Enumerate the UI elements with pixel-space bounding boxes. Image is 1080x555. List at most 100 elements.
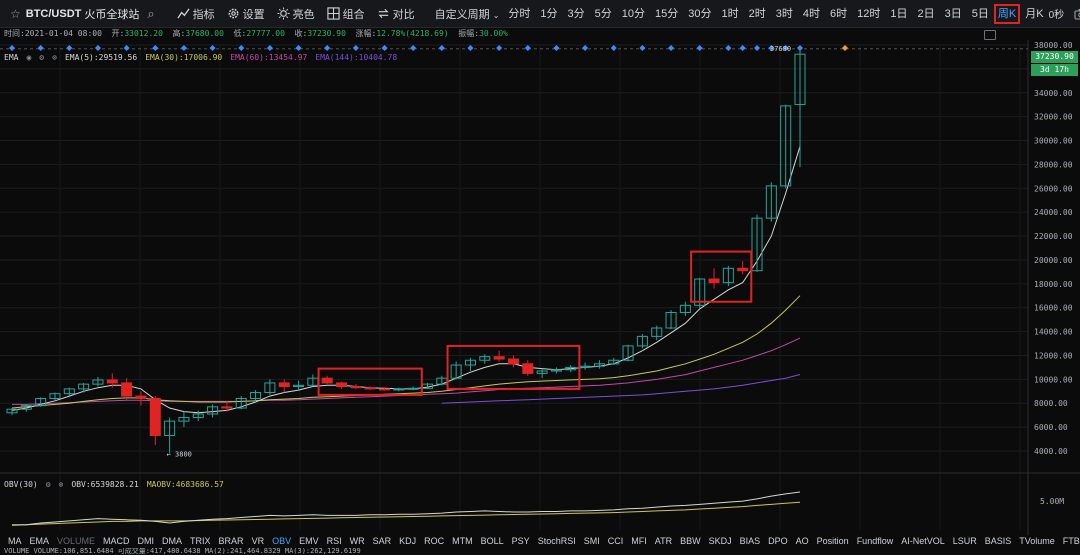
indicator-tab[interactable]: MA xyxy=(8,536,22,546)
indicator-tab[interactable]: AO xyxy=(795,536,809,546)
period-tab[interactable]: 1日 xyxy=(890,7,908,20)
event-marker-diamond xyxy=(123,45,130,51)
obv-settings-icon[interactable]: ⚙ xyxy=(45,480,51,489)
period-tab[interactable]: 分时 xyxy=(508,7,531,20)
ema144-line xyxy=(441,374,801,404)
candle-body xyxy=(608,359,620,365)
chart-canvas[interactable]: 38000.0036000.0034000.0032000.0030000.00… xyxy=(0,40,1080,535)
obv-close-icon[interactable]: ⊗ xyxy=(58,480,64,489)
period-tab[interactable]: 12时 xyxy=(857,7,881,20)
indicator-tab[interactable]: FTBS xyxy=(1062,536,1080,546)
indicator-tab[interactable]: ATR xyxy=(654,536,673,546)
ema-legend: EMA ◉ ⚙ ⊗ EMA(5):29519.56 EMA(30):17006.… xyxy=(4,53,397,62)
star-icon[interactable]: ☆ xyxy=(10,6,21,21)
indicator-tab[interactable]: Fundflow xyxy=(856,536,894,546)
indicator-tab[interactable]: BASIS xyxy=(984,536,1012,546)
event-marker-diamond xyxy=(582,45,589,51)
indicator-tab[interactable]: SKDJ xyxy=(708,536,732,546)
indicator-tab[interactable]: TVolume xyxy=(1019,536,1055,546)
eye-icon[interactable]: ◉ xyxy=(26,53,32,62)
open-value: 33012.20 xyxy=(124,29,163,38)
event-marker-diamond xyxy=(266,45,273,51)
candle-body xyxy=(164,420,176,436)
event-marker-diamond xyxy=(152,45,159,51)
indicator-tab[interactable]: MFI xyxy=(631,536,647,546)
indicator-tab[interactable]: MACD xyxy=(103,536,130,546)
legend-close-icon[interactable]: ⊗ xyxy=(52,53,57,62)
candle-body xyxy=(264,382,276,393)
period-tab[interactable]: 10分 xyxy=(621,7,646,20)
event-marker-diamond xyxy=(754,45,761,51)
period-tab[interactable]: 4时 xyxy=(802,7,821,20)
collapse-panel-icon[interactable] xyxy=(984,30,996,40)
period-tab[interactable]: 5分 xyxy=(594,7,612,20)
price-axis-label: 38000.00 xyxy=(1034,41,1073,50)
change-value: 12.78%(4218.69) xyxy=(376,29,449,38)
indicator-tab[interactable]: BBW xyxy=(680,536,701,546)
period-tab[interactable]: 2日 xyxy=(917,7,935,20)
compare-button[interactable]: 对比 xyxy=(371,6,421,22)
period-tab[interactable]: 1分 xyxy=(540,7,558,20)
indicator-tab[interactable]: LSUR xyxy=(952,536,977,546)
settings-button[interactable]: 设置 xyxy=(221,6,271,22)
legend-settings-icon[interactable]: ⚙ xyxy=(39,53,45,62)
event-marker-diamond xyxy=(496,45,503,51)
indicator-tab[interactable]: AI-NetVOL xyxy=(901,536,945,546)
candle-body xyxy=(121,382,133,397)
price-axis-label: 18000.00 xyxy=(1034,280,1073,289)
indicator-tab[interactable]: OBV xyxy=(272,536,292,546)
period-tab[interactable]: 3时 xyxy=(775,7,793,20)
indicator-tab[interactable]: Position xyxy=(816,536,849,546)
period-tab[interactable]: 周K xyxy=(993,3,1021,24)
indicator-tab[interactable]: MTM xyxy=(452,536,473,546)
combo-label: 组合 xyxy=(342,8,365,21)
low-price-marker: ← 3800 xyxy=(167,450,192,458)
indicator-tab[interactable]: KDJ xyxy=(399,536,417,546)
obv-value: OBV:6539828.21 xyxy=(71,480,139,489)
search-icon[interactable]: ⌕ xyxy=(147,5,155,21)
light-theme-button[interactable]: 亮色 xyxy=(271,6,321,22)
high-value: 37680.00 xyxy=(185,29,224,38)
countdown-timer: 0秒 xyxy=(1048,10,1065,21)
indicator-tab[interactable]: VR xyxy=(251,536,265,546)
indicator-tab[interactable]: RSI xyxy=(326,536,342,546)
period-tab[interactable]: 1时 xyxy=(721,7,739,20)
compare-label: 对比 xyxy=(392,8,415,21)
period-tab[interactable]: 6时 xyxy=(830,7,848,20)
indicator-tab[interactable]: DMI xyxy=(137,536,155,546)
indicator-tab[interactable]: ROC xyxy=(424,536,445,546)
combo-button[interactable]: 组合 xyxy=(321,6,371,22)
indicator-tab[interactable]: StochRSI xyxy=(537,536,576,546)
indicator-tab[interactable]: VOLUME xyxy=(57,536,96,546)
indicator-tab[interactable]: WR xyxy=(349,536,365,546)
price-axis-label: 28000.00 xyxy=(1034,160,1073,169)
indicator-tab[interactable]: SMI xyxy=(583,536,600,546)
period-tab[interactable]: 5日 xyxy=(971,7,989,20)
indicator-tab[interactable]: SAR xyxy=(372,536,392,546)
candle-body xyxy=(493,356,505,360)
period-tab[interactable]: 月K xyxy=(1025,7,1044,20)
event-marker-diamond xyxy=(797,45,803,51)
custom-period-dropdown[interactable]: 自定义周期 ⌄ xyxy=(431,6,504,22)
highlight-box xyxy=(317,367,423,396)
indicator-tab[interactable]: BRAR xyxy=(218,536,244,546)
indicator-tab[interactable]: DMA xyxy=(162,536,183,546)
indicator-tab[interactable]: EMA xyxy=(29,536,50,546)
symbol-name: BTC/USDT xyxy=(25,7,82,20)
period-tab[interactable]: 3日 xyxy=(944,7,962,20)
indicator-tab[interactable]: CCI xyxy=(607,536,624,546)
period-tab[interactable]: 30分 xyxy=(688,7,712,20)
indicator-tab[interactable]: PSY xyxy=(511,536,530,546)
indicator-tab[interactable]: BIAS xyxy=(739,536,761,546)
indicator-tab[interactable]: TRIX xyxy=(190,536,211,546)
period-tab[interactable]: 15分 xyxy=(655,7,679,20)
period-tab[interactable]: 3分 xyxy=(567,7,585,20)
indicator-button[interactable]: 指标 xyxy=(171,6,221,22)
period-tab[interactable]: 2时 xyxy=(748,7,766,20)
highlight-box xyxy=(690,250,753,303)
indicator-icon xyxy=(177,8,190,19)
indicator-tab[interactable]: BOLL xyxy=(480,536,504,546)
indicator-tab[interactable]: DPO xyxy=(768,536,788,546)
camera-icon[interactable] xyxy=(1074,8,1080,20)
indicator-tab[interactable]: EMV xyxy=(299,536,319,546)
